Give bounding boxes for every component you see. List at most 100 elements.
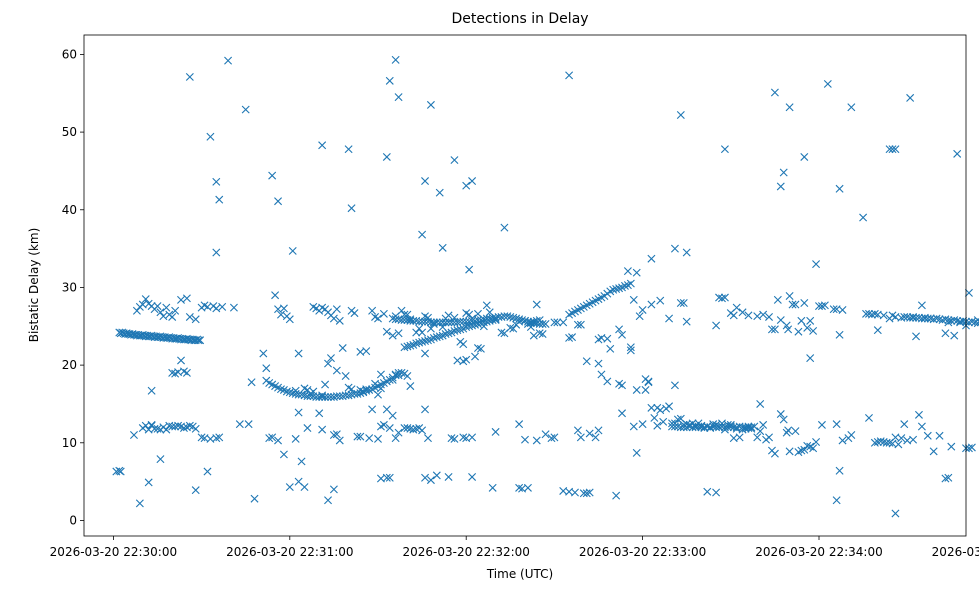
data-point (753, 312, 762, 321)
data-point (806, 354, 815, 363)
data-point (867, 310, 876, 319)
data-point (753, 433, 762, 442)
data-point (268, 433, 277, 442)
data-point (806, 316, 815, 325)
data-point (794, 327, 803, 336)
data-point (670, 381, 679, 390)
data-point (374, 314, 382, 323)
data-point (565, 333, 574, 342)
data-point (141, 295, 150, 304)
data-point (326, 354, 335, 363)
data-point (409, 425, 418, 434)
data-point (318, 392, 327, 401)
data-point (315, 409, 324, 418)
data-point (732, 303, 741, 312)
data-point (594, 426, 603, 435)
data-point (750, 422, 759, 431)
data-point (344, 145, 353, 154)
data-point (929, 315, 938, 324)
data-point (744, 311, 753, 320)
data-point (838, 436, 847, 445)
data-point (712, 488, 721, 497)
data-point (900, 420, 909, 429)
data-point (559, 318, 568, 327)
data-point (276, 310, 285, 319)
data-point (679, 298, 688, 307)
data-point (212, 177, 221, 186)
data-point (303, 424, 312, 433)
data-point (497, 328, 506, 337)
data-point (706, 424, 715, 433)
data-point (812, 438, 821, 447)
data-point (312, 392, 321, 401)
data-point (423, 434, 432, 443)
data-point (541, 430, 550, 439)
data-point (641, 385, 650, 394)
data-point (488, 483, 497, 492)
data-point (526, 323, 535, 332)
data-point (412, 328, 421, 337)
data-point (832, 496, 841, 505)
data-point (212, 304, 221, 313)
data-point (594, 359, 603, 368)
data-point (332, 305, 341, 314)
data-point (709, 420, 718, 429)
data-point (156, 455, 165, 464)
data-point (491, 427, 500, 436)
data-point (400, 343, 409, 352)
data-point (450, 313, 459, 322)
data-point (521, 435, 529, 444)
data-point (847, 103, 856, 112)
data-point (703, 487, 712, 496)
data-point (515, 420, 524, 429)
data-point (171, 306, 180, 315)
data-point (864, 309, 873, 318)
data-point (135, 499, 144, 508)
data-point (429, 333, 438, 342)
data-point (773, 295, 782, 304)
data-point (385, 473, 394, 482)
data-point (585, 429, 594, 438)
data-point (285, 388, 294, 397)
data-point (465, 310, 474, 319)
data-point (229, 303, 238, 312)
data-point (268, 171, 277, 180)
data-point (679, 420, 688, 429)
data-point (797, 316, 806, 325)
data-point (785, 103, 794, 112)
data-point (906, 313, 915, 322)
data-point (421, 349, 430, 358)
data-point (515, 315, 524, 324)
data-point (947, 442, 956, 451)
data-point (720, 293, 729, 302)
data-point (597, 370, 606, 379)
data-point (550, 318, 559, 327)
data-point (776, 410, 785, 419)
x-axis-label: Time (UTC) (486, 567, 553, 581)
x-tick-label: 2026-03-20 22:34:00 (755, 545, 882, 559)
data-point (421, 473, 430, 482)
data-point (944, 318, 953, 327)
data-point (418, 337, 427, 346)
data-point (873, 438, 882, 447)
data-point (177, 356, 186, 365)
data-point (191, 424, 200, 433)
data-point (917, 314, 926, 323)
x-tick-label: 2026-03-20 22:31:00 (226, 545, 353, 559)
data-point (403, 372, 412, 380)
data-point (459, 317, 468, 326)
data-point (397, 306, 406, 315)
data-point (532, 436, 541, 445)
data-point (538, 330, 547, 339)
data-point (618, 381, 627, 390)
data-point (459, 340, 468, 349)
data-point (438, 243, 447, 252)
data-point (247, 378, 256, 387)
data-point (800, 152, 809, 161)
data-point (535, 329, 544, 338)
y-tick-label: 0 (69, 513, 77, 527)
data-point (406, 316, 415, 325)
data-point (441, 318, 450, 327)
data-point (676, 111, 685, 119)
data-point (444, 472, 453, 481)
